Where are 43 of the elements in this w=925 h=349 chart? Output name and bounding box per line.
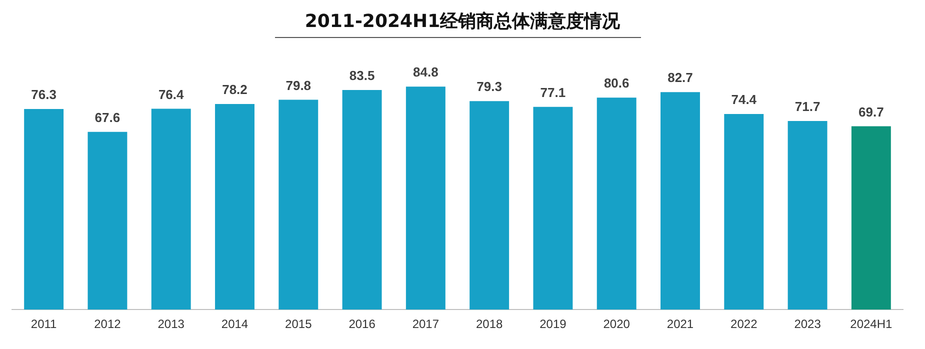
bar (215, 104, 254, 310)
data-label: 76.4 (158, 86, 185, 102)
bar (406, 86, 446, 310)
x-tick-label: 2015 (285, 317, 312, 332)
x-tick-label: 2018 (476, 317, 503, 332)
bar (851, 126, 891, 310)
data-label: 67.6 (94, 110, 120, 125)
data-label: 69.7 (858, 104, 884, 120)
x-tick-label: 2011 (30, 317, 58, 332)
data-label: 76.3 (31, 87, 56, 102)
chart-title: 2011-2024H1经销商总体满意度情况 (304, 11, 620, 32)
bar (24, 108, 64, 310)
x-tick-label: 2022 (730, 317, 758, 332)
data-label: 79.8 (286, 78, 312, 93)
bar (342, 90, 382, 310)
bar (278, 100, 318, 310)
x-tick-label: 2020 (603, 317, 630, 332)
data-label: 79.3 (476, 79, 502, 94)
bar (470, 101, 510, 310)
x-tick-label: 2024H1 (850, 317, 893, 332)
x-tick-label: 2014 (221, 317, 248, 332)
bar (151, 108, 191, 310)
x-tick-label: 2012 (94, 317, 122, 332)
data-label: 77.1 (540, 84, 566, 100)
data-label: 84.8 (413, 64, 438, 80)
data-label: 78.2 (222, 82, 248, 98)
data-label: 71.7 (794, 99, 820, 114)
x-tick-label: 2016 (348, 317, 376, 332)
bar (596, 98, 636, 310)
x-tick-label: 2023 (794, 317, 822, 332)
x-tick-label: 2013 (158, 317, 185, 332)
data-label: 74.4 (731, 92, 758, 108)
bar (788, 121, 828, 310)
x-tick-label: 2017 (412, 317, 440, 332)
data-label: 83.5 (349, 68, 375, 84)
bar (660, 92, 700, 310)
data-label: 80.6 (604, 76, 630, 91)
bar (724, 114, 764, 310)
bar (533, 106, 573, 310)
x-tick-label: 2021 (666, 317, 694, 332)
x-tick-label: 2019 (540, 317, 567, 332)
bar (88, 132, 128, 310)
data-label: 82.7 (668, 70, 693, 86)
